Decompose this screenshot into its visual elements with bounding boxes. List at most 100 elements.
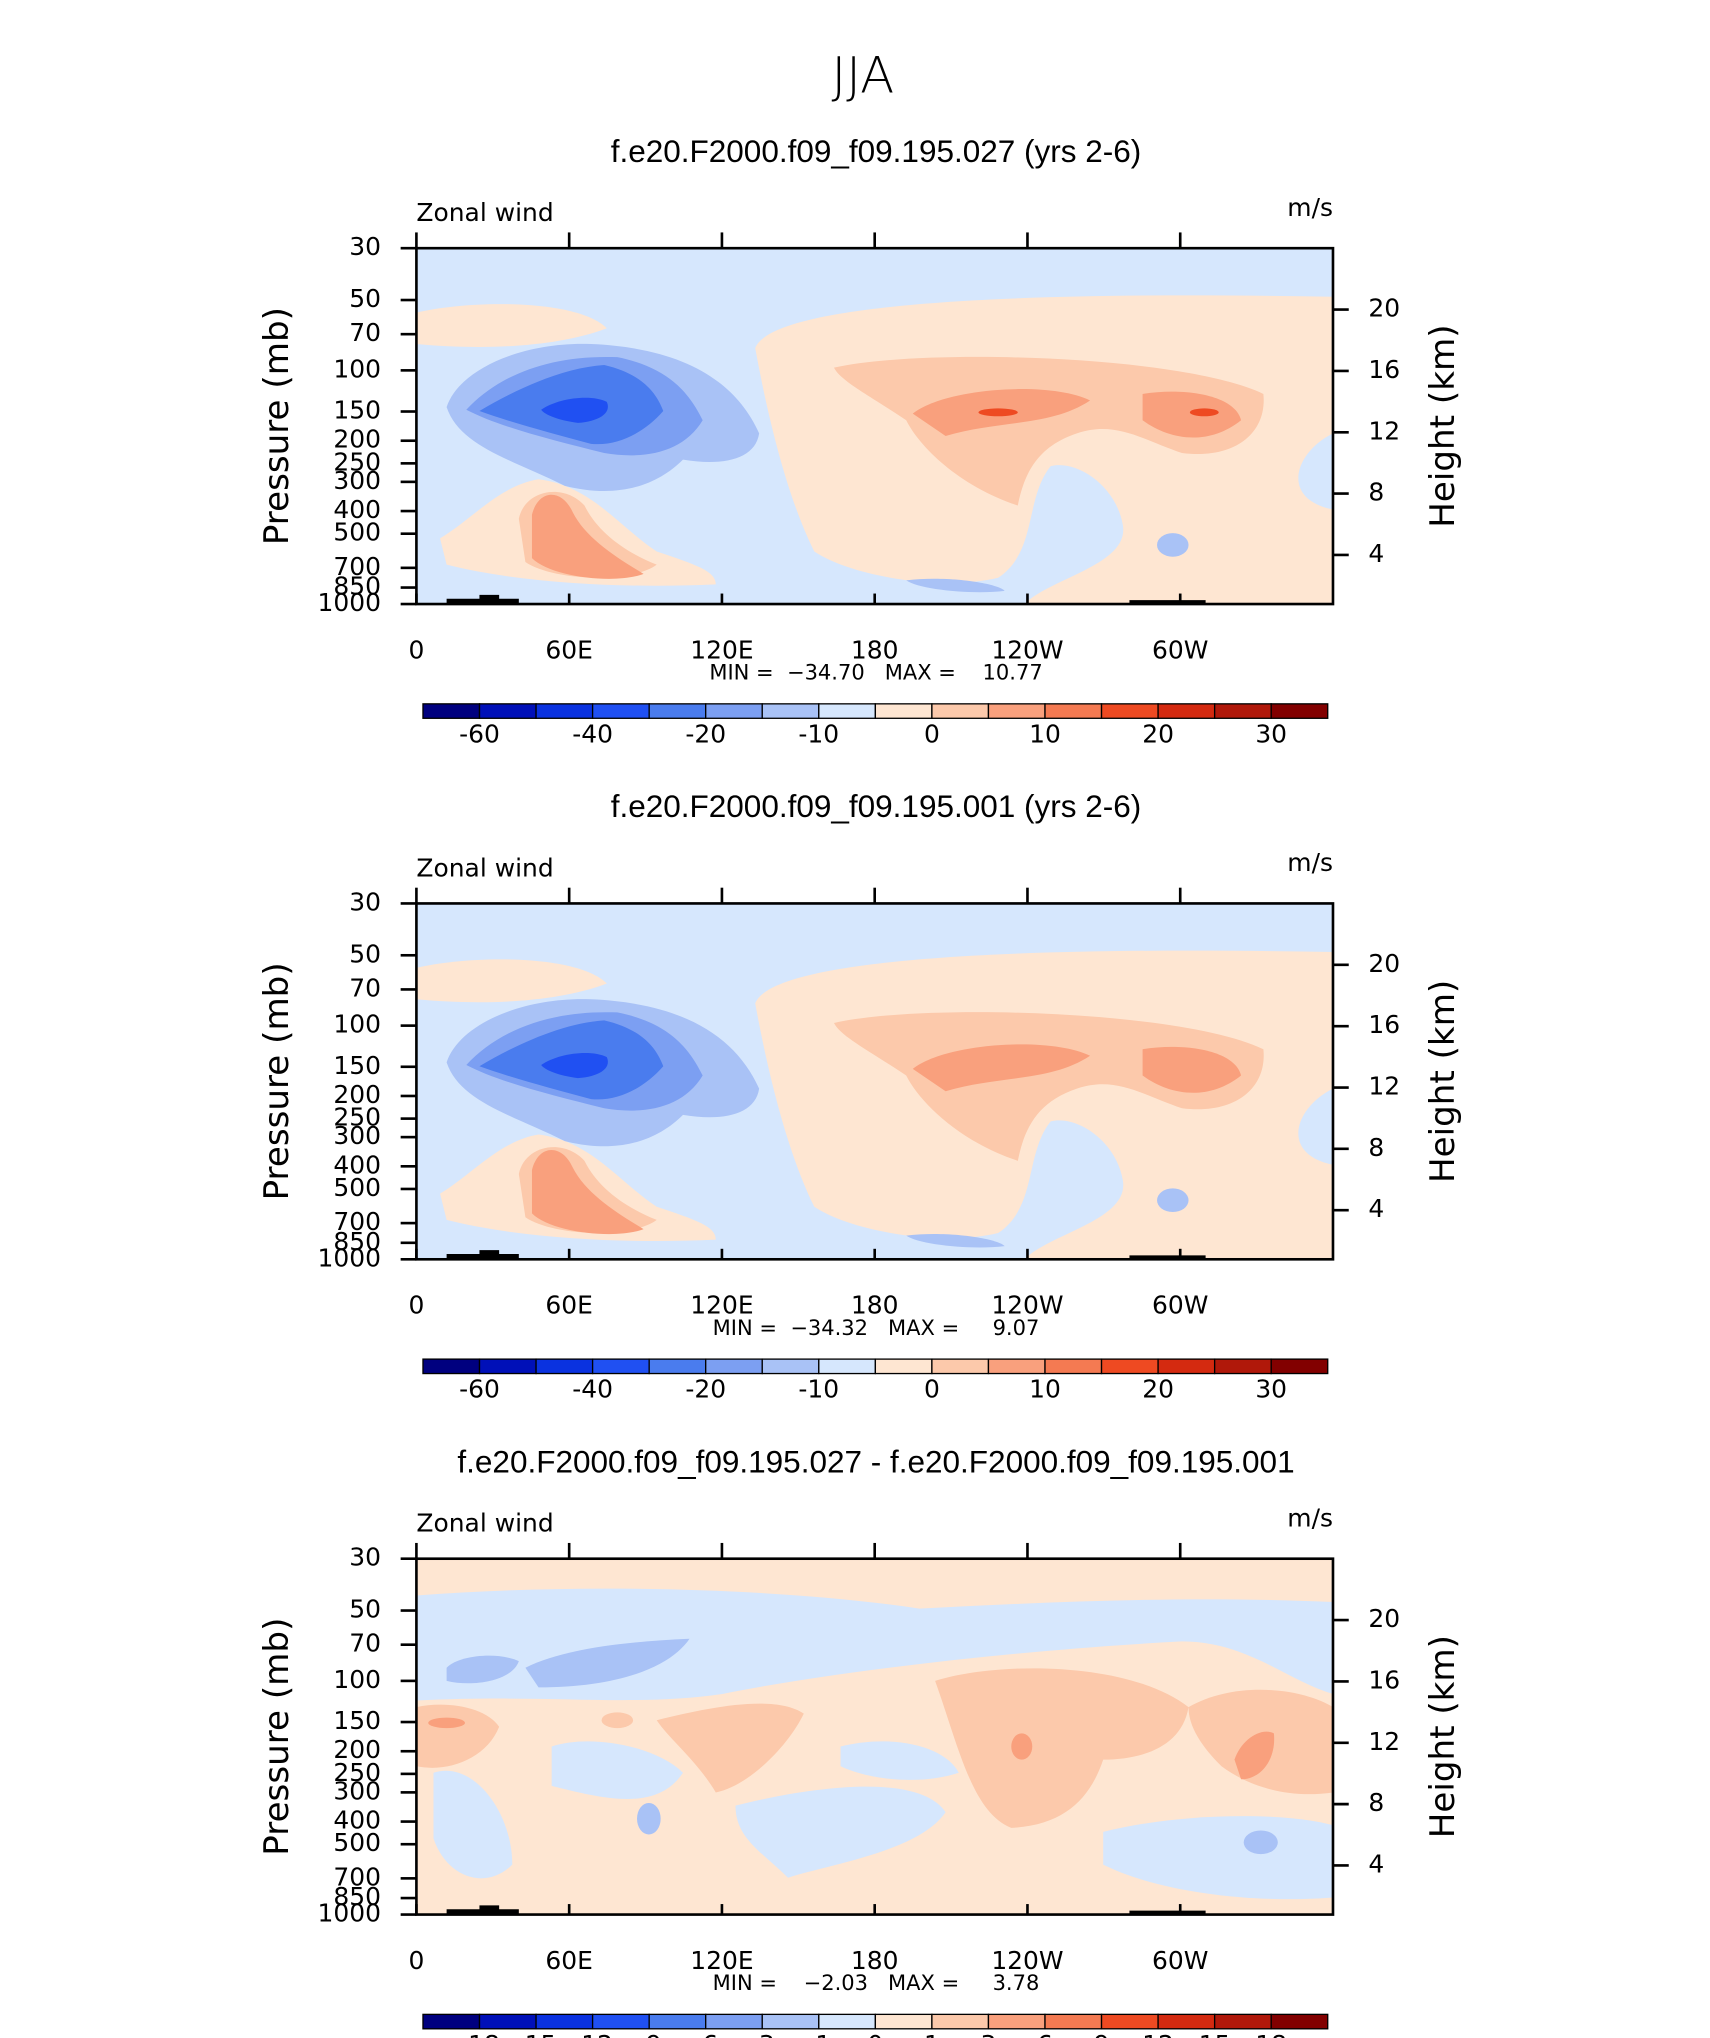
- y-tick-label: 150: [333, 1706, 381, 1735]
- colorbar-label: 3: [981, 2030, 997, 2038]
- colorbar-box: [761, 1358, 820, 1375]
- min-max: MIN = −34.32 MAX = 9.07: [713, 1315, 1040, 1340]
- y-tick-label: 100: [333, 1665, 381, 1694]
- colorbar-box: [1100, 1358, 1159, 1375]
- colorbar-box: [1270, 2013, 1329, 2030]
- x-tick-label: 60W: [1152, 1291, 1208, 1320]
- colorbar-box: [591, 2013, 650, 2030]
- colorbar-box: [422, 2013, 481, 2030]
- colorbar-box: [1213, 703, 1272, 719]
- x-tick-label: 0: [408, 635, 424, 664]
- colorbar-label: 1: [924, 2030, 940, 2038]
- colorbar-box: [478, 703, 537, 719]
- colorbar-label: -12: [572, 2030, 613, 2038]
- colorbar-box: [1100, 703, 1159, 719]
- colorbar-label: -40: [572, 719, 613, 748]
- y-tick-label: 30: [349, 1543, 381, 1572]
- right-label: m/s: [1287, 848, 1333, 877]
- colorbar-label: -3: [750, 2030, 775, 2038]
- colorbar-box: [535, 703, 594, 719]
- panel-title: f.e20.F2000.f09_f09.195.027 - f.e20.F200…: [457, 1443, 1294, 1479]
- colorbar-box: [818, 1358, 877, 1375]
- colorbar-box: [1044, 1358, 1103, 1375]
- colorbar-box: [705, 2013, 763, 2030]
- y-tick-label: 700: [333, 552, 381, 581]
- y2-tick-label: 12: [1368, 1727, 1400, 1756]
- colorbar-box: [1213, 2013, 1272, 2030]
- colorbar-label: 0: [924, 1375, 940, 1404]
- colorbar-box: [1213, 1358, 1272, 1375]
- colorbar-box: [1157, 703, 1216, 719]
- left-label: Zonal wind: [416, 853, 553, 882]
- colorbar-box: [591, 703, 650, 719]
- x-tick-label: 120E: [690, 1946, 753, 1975]
- y-tick-label: 400: [333, 1150, 381, 1179]
- colorbar-box: [818, 703, 877, 719]
- colorbar-box: [478, 2013, 537, 2030]
- colorbar-box: [987, 703, 1046, 719]
- y-tick-label: 70: [349, 973, 381, 1002]
- y-tick-label: 500: [333, 1173, 381, 1202]
- colorbar-box: [931, 2013, 990, 2030]
- y-tick-label: 250: [333, 1758, 381, 1787]
- colorbar-label: -20: [685, 719, 726, 748]
- x-tick-label: 60W: [1152, 1946, 1208, 1975]
- y2-tick-label: 16: [1368, 1010, 1400, 1039]
- colorbar-box: [818, 2013, 877, 2030]
- colorbar-box: [478, 1358, 537, 1375]
- colorbar-box: [1270, 703, 1329, 719]
- y2-tick-label: 16: [1368, 355, 1400, 384]
- x-tick-label: 120E: [690, 635, 753, 664]
- y2-tick-label: 20: [1368, 294, 1400, 323]
- x-tick-label: 0: [408, 1291, 424, 1320]
- colorbar-label: 30: [1255, 719, 1287, 748]
- left-label: Zonal wind: [416, 1509, 553, 1538]
- colorbar-box: [874, 1358, 933, 1375]
- y-tick-label: 150: [333, 1051, 381, 1080]
- colorbar-box: [705, 1358, 763, 1375]
- y-tick-label: 300: [333, 1121, 381, 1150]
- y2-tick-label: 12: [1368, 1072, 1400, 1101]
- y2-axis-title: Height (km): [1423, 324, 1463, 527]
- y-tick-label: 50: [349, 939, 381, 968]
- colorbar-box: [648, 2013, 707, 2030]
- y-axis-title: Pressure (mb): [257, 307, 297, 545]
- colorbar-label: 10: [1029, 1375, 1061, 1404]
- colorbar-label: 30: [1255, 1375, 1287, 1404]
- x-tick-label: 60W: [1152, 635, 1208, 664]
- left-label: Zonal wind: [416, 198, 553, 227]
- colorbar-box: [422, 1358, 481, 1375]
- colorbar-box: [422, 703, 481, 719]
- x-tick-label: 60E: [545, 1946, 593, 1975]
- y-tick-label: 300: [333, 466, 381, 495]
- colorbar-label: 12: [1142, 2030, 1174, 2038]
- y-tick-label: 400: [333, 1806, 381, 1835]
- colorbar-box: [931, 703, 990, 719]
- y2-tick-label: 8: [1368, 1788, 1384, 1817]
- colorbar-label: -15: [516, 2030, 557, 2038]
- y-tick-label: 500: [333, 518, 381, 547]
- y2-tick-label: 8: [1368, 478, 1384, 507]
- y-tick-label: 1000: [317, 1899, 380, 1928]
- y-tick-label: 500: [333, 1828, 381, 1857]
- colorbar-box: [874, 703, 933, 719]
- y-tick-label: 850: [333, 1227, 381, 1256]
- colorbar-box: [1044, 2013, 1103, 2030]
- colorbar-label: -10: [798, 719, 839, 748]
- y2-tick-label: 20: [1368, 949, 1400, 978]
- colorbar-box: [705, 703, 763, 719]
- y-tick-label: 70: [349, 318, 381, 347]
- colorbar-box: [1270, 1358, 1329, 1375]
- colorbar-box: [648, 1358, 707, 1375]
- y-tick-label: 700: [333, 1207, 381, 1236]
- colorbar-label: -20: [685, 1375, 726, 1404]
- colorbar-label: -6: [693, 2030, 718, 2038]
- right-label: m/s: [1287, 1503, 1333, 1532]
- y2-tick-label: 16: [1368, 1665, 1400, 1694]
- colorbar-box: [1044, 703, 1103, 719]
- colorbar-label: 0: [867, 2030, 883, 2038]
- panel-title: f.e20.F2000.f09_f09.195.027 (yrs 2-6): [611, 133, 1142, 169]
- y-axis-title: Pressure (mb): [257, 1618, 297, 1856]
- y-tick-label: 400: [333, 495, 381, 524]
